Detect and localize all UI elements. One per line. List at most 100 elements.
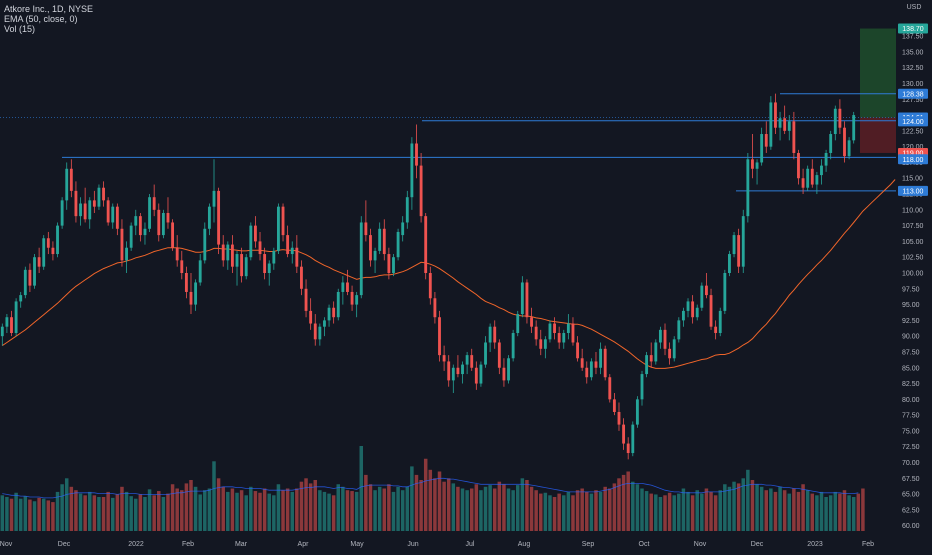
candle	[272, 247, 276, 270]
volume-bar	[838, 493, 842, 531]
candle	[230, 235, 234, 273]
candle-body	[755, 162, 759, 169]
volume-bar	[331, 495, 336, 531]
candle-body	[392, 257, 395, 273]
candle-body	[92, 200, 96, 207]
candle-body	[484, 342, 487, 365]
candle-body	[226, 244, 230, 261]
candle-body	[396, 231, 400, 258]
volume-bar	[672, 495, 676, 531]
volume-bar	[851, 497, 856, 531]
volume-bar	[667, 492, 672, 531]
x-tick-label: May	[350, 541, 364, 548]
volume-bar	[492, 488, 497, 531]
candle-body	[824, 152, 828, 166]
candle	[562, 329, 566, 349]
horizontal-levels	[0, 93, 896, 192]
candle-body	[184, 273, 188, 292]
candle-body	[373, 250, 377, 261]
candle-body	[451, 367, 455, 381]
volume-bar	[529, 486, 534, 531]
volume-bar	[479, 490, 483, 531]
candle	[277, 203, 280, 255]
candle	[470, 348, 474, 371]
volume-bar	[400, 490, 405, 531]
candle-body	[566, 323, 570, 334]
candle-body	[217, 190, 221, 245]
candle-body	[327, 307, 331, 321]
candle	[253, 216, 257, 248]
y-tick-label: 95.00	[902, 302, 920, 309]
legend-volume[interactable]: Vol (15)	[4, 24, 36, 34]
volume-bar	[106, 491, 110, 531]
candle	[106, 197, 110, 226]
volume-bar	[60, 484, 64, 531]
candle	[474, 361, 478, 390]
candle-body	[608, 377, 612, 400]
candle	[815, 171, 819, 195]
candle	[410, 137, 414, 210]
volume-bar	[396, 486, 400, 531]
volume-bar	[815, 495, 819, 531]
candle	[419, 152, 423, 223]
price-tag: 118.00	[898, 154, 928, 165]
candle-body	[235, 254, 239, 267]
candle-body	[603, 348, 607, 378]
volume-bar	[515, 485, 520, 531]
volume-bar	[212, 461, 216, 531]
candle-body	[589, 361, 593, 378]
volume-bar	[299, 481, 304, 531]
candle	[645, 351, 649, 378]
y-tick-label: 80.00	[902, 397, 920, 404]
volume-bar	[594, 490, 598, 531]
candle-body	[378, 228, 382, 251]
volume-bar	[161, 497, 166, 531]
y-tick-label: 100.00	[902, 271, 924, 278]
volume-bar	[92, 495, 97, 531]
candle	[484, 336, 487, 368]
y-tick-label: 120.00	[902, 144, 924, 151]
candle-body	[737, 235, 741, 267]
candle-body	[442, 355, 446, 362]
volume-bar	[5, 497, 9, 531]
candle	[51, 241, 55, 261]
candle	[608, 374, 612, 403]
candle-body	[668, 348, 672, 359]
candle	[267, 260, 271, 286]
candle	[769, 96, 773, 150]
candle-body	[309, 310, 313, 324]
candle-body	[318, 326, 322, 340]
candle	[60, 197, 64, 229]
time-axis[interactable]: Nov Dec 2022 Feb Mar Apr May Jun Jul Aug Sep Oct Nov…	[0, 541, 874, 548]
price-axis[interactable]: USD137.50135.00132.50130.00127.50125.001…	[902, 4, 924, 530]
candle	[341, 276, 345, 305]
price-tag-label: 119.00	[903, 151, 924, 158]
volume-bar	[364, 474, 368, 531]
candle	[677, 317, 681, 343]
legend-ema[interactable]: EMA (50, close, 0)	[4, 14, 78, 24]
volume-bar	[718, 490, 722, 531]
candle	[732, 231, 736, 258]
candle	[718, 307, 722, 337]
candle-body	[28, 269, 32, 286]
volume-bar	[792, 488, 796, 531]
candle	[295, 235, 299, 273]
candle-body	[258, 241, 262, 255]
volume-bar	[239, 490, 244, 531]
candle	[207, 203, 211, 236]
legend-symbol[interactable]: Atkore Inc., 1D, NYSE	[4, 4, 94, 14]
candle-body	[447, 361, 451, 381]
candle-body	[244, 257, 248, 277]
candle	[764, 121, 768, 153]
candle-body	[778, 118, 782, 128]
candle	[792, 111, 796, 160]
candle	[396, 228, 400, 261]
candle	[543, 336, 547, 359]
candle-body	[203, 228, 207, 261]
volume-bar	[115, 494, 120, 531]
candle	[263, 247, 267, 280]
candle-body	[295, 247, 299, 267]
candle	[286, 225, 290, 258]
